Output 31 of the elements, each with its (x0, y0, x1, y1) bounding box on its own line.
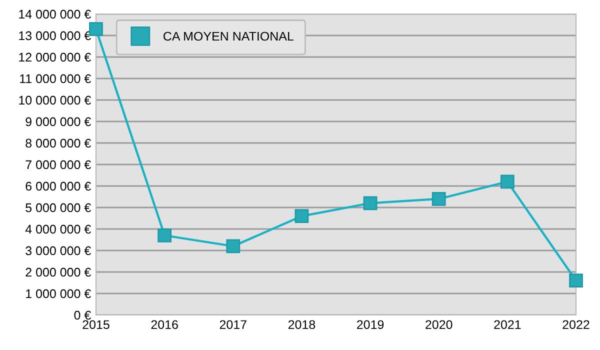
y-tick-label: 4 000 000 € (25, 224, 91, 234)
y-tick-label: 5 000 000 € (26, 203, 91, 212)
point (89, 22, 103, 36)
y-tick-label: 3 000 000 € (26, 246, 91, 256)
point (569, 274, 583, 288)
y-tick-label: 12 000 000 € (19, 52, 91, 62)
point (500, 174, 514, 189)
x-tick-label: 2019 (357, 320, 384, 330)
x-tick-label: 2016 (151, 320, 178, 330)
y-tick-label: 1 000 000 € (26, 289, 91, 298)
y-tick-label: 11 000 000 € (20, 74, 91, 84)
y-tick-label: 8 000 000 € (26, 138, 91, 148)
y-tick-label: 0 € (74, 310, 91, 320)
y-tick-label: 7 000 000 € (26, 160, 91, 170)
y-tick-label: 9 000 000 € (26, 117, 91, 126)
x-tick-label: 2020 (426, 320, 452, 330)
y-tick-label: 6 000 000 € (26, 182, 91, 191)
point (363, 196, 378, 210)
point (432, 192, 446, 206)
x-tick-label: 2018 (288, 320, 316, 330)
point (294, 209, 309, 224)
legend-label: CA MOYEN NATIONAL (164, 32, 294, 41)
x-tick-label: 2017 (220, 320, 246, 330)
point (226, 239, 240, 254)
x-tick-label: 2021 (494, 320, 521, 330)
point (158, 228, 172, 242)
y-tick-label: 2 000 000 € (26, 268, 91, 277)
x-tick-label: 2022 (562, 320, 590, 330)
y-tick-label: 14 000 000 € (19, 10, 91, 19)
x-tick-label: 2015 (82, 320, 110, 330)
y-tick-label: 10 000 000 € (19, 96, 91, 105)
